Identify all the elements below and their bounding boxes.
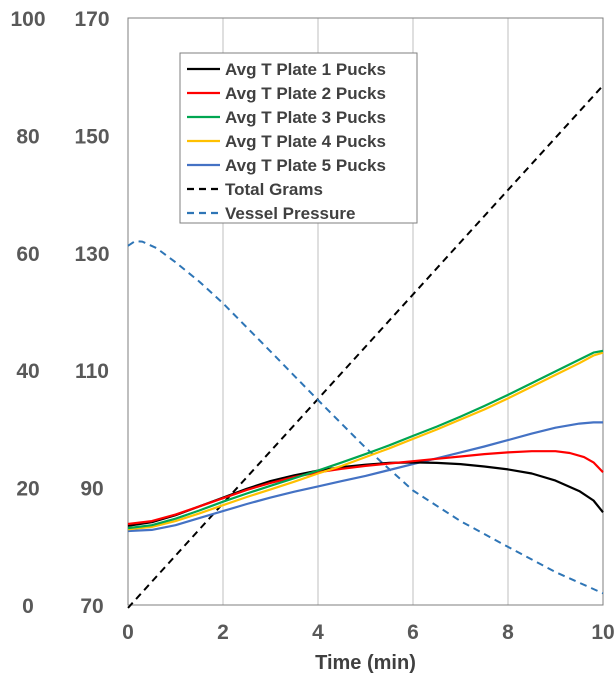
series-line-avg-t-plate-3-pucks [127, 349, 604, 530]
y-outer-tick-label-80: 80 [16, 125, 39, 148]
y-outer-tick-label-20: 20 [16, 478, 39, 501]
legend: Avg T Plate 1 Pucks Avg T Plate 2 Pucks Av… [179, 52, 418, 224]
y-outer-tick-label-60: 60 [16, 243, 39, 266]
y-inner-tick-label-90: 90 [80, 478, 103, 501]
legend-label-avg-t-plate-3-pucks: Avg T Plate 3 Pucks [225, 108, 386, 127]
series-line-avg-t-plate-2-pucks [127, 450, 604, 526]
series-layer [127, 84, 604, 609]
y-inner-tick-label-170: 170 [74, 8, 109, 31]
x-tick-label-10: 10 [591, 621, 614, 644]
x-tick-label-2: 2 [217, 621, 229, 644]
legend-label-vessel-pressure: Vessel Pressure [225, 204, 355, 223]
legend-label-avg-t-plate-2-pucks: Avg T Plate 2 Pucks [225, 84, 386, 103]
y-inner-tick-label-150: 150 [74, 125, 109, 148]
x-tick-label-6: 6 [407, 621, 419, 644]
y-inner-tick-label-70: 70 [80, 595, 103, 618]
series-line-vessel-pressure [127, 240, 604, 595]
legend-label-avg-t-plate-1-pucks: Avg T Plate 1 Pucks [225, 60, 386, 79]
y-outer-tick-label-100: 100 [10, 8, 45, 31]
plot-area-border [127, 17, 604, 606]
y-outer-tick-label-0: 0 [22, 595, 34, 618]
y-outer-tick-label-40: 40 [16, 360, 39, 383]
legend-label-avg-t-plate-4-pucks: Avg T Plate 4 Pucks [225, 132, 386, 151]
x-tick-label-8: 8 [502, 621, 514, 644]
y-inner-tick-label-110: 110 [75, 360, 109, 383]
y-inner-tick-label-130: 130 [74, 243, 109, 266]
legend-label-avg-t-plate-5-pucks: Avg T Plate 5 Pucks [225, 156, 386, 175]
x-axis-title: Time (min) [315, 652, 416, 674]
x-tick-label-0: 0 [122, 621, 134, 644]
series-line-total-grams [127, 84, 604, 609]
legend-label-total-grams: Total Grams [225, 180, 323, 199]
x-tick-label-4: 4 [312, 621, 324, 644]
series-line-avg-t-plate-4-pucks [127, 351, 604, 531]
legend-box [179, 52, 418, 224]
series-line-avg-t-plate-5-pucks [127, 421, 603, 533]
